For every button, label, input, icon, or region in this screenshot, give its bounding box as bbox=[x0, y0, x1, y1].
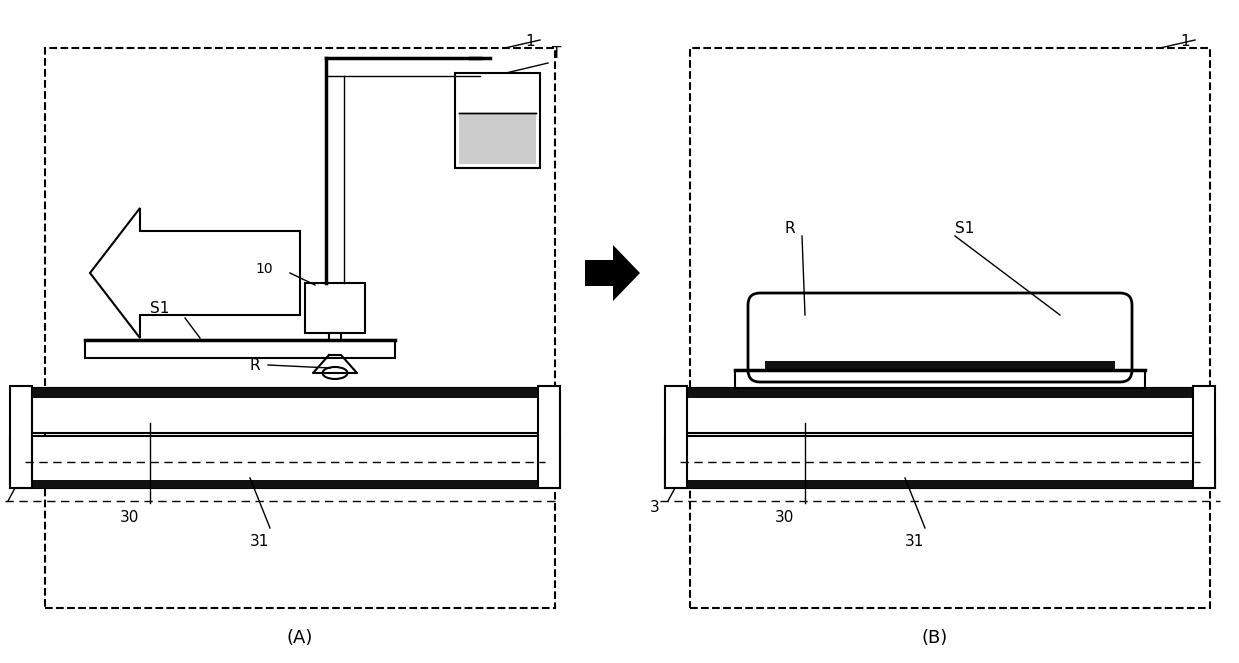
Text: S1: S1 bbox=[150, 300, 170, 316]
Bar bbox=[735, 370, 1145, 388]
Ellipse shape bbox=[322, 367, 347, 379]
Bar bbox=[85, 340, 395, 358]
Bar bbox=[458, 113, 536, 164]
Text: 1: 1 bbox=[1180, 34, 1189, 49]
Bar bbox=[685, 388, 1194, 433]
Bar bbox=[10, 480, 560, 488]
Bar bbox=[30, 388, 540, 398]
Text: 31: 31 bbox=[904, 534, 924, 548]
Polygon shape bbox=[585, 245, 641, 301]
Text: T: T bbox=[553, 46, 561, 61]
Bar bbox=[10, 436, 560, 488]
Bar bbox=[330, 333, 341, 355]
Bar bbox=[538, 386, 560, 488]
Bar bbox=[455, 73, 540, 168]
Bar bbox=[30, 388, 540, 433]
Text: R: R bbox=[784, 221, 795, 235]
Bar bbox=[665, 436, 1215, 488]
Text: 3: 3 bbox=[650, 501, 660, 516]
Text: 30: 30 bbox=[776, 511, 794, 526]
Bar bbox=[10, 386, 32, 488]
Bar bbox=[1193, 386, 1215, 488]
Text: 31: 31 bbox=[250, 534, 269, 548]
Text: 1: 1 bbox=[525, 34, 534, 49]
Text: 30: 30 bbox=[120, 511, 139, 526]
Text: 10: 10 bbox=[255, 262, 273, 276]
Bar bbox=[685, 388, 1194, 398]
Bar bbox=[665, 386, 686, 488]
Bar bbox=[764, 361, 1115, 370]
Text: (A): (A) bbox=[286, 629, 313, 647]
Polygon shape bbox=[90, 208, 300, 338]
Bar bbox=[665, 480, 1215, 488]
Text: (B): (B) bbox=[922, 629, 948, 647]
FancyBboxPatch shape bbox=[748, 293, 1132, 382]
Text: R: R bbox=[250, 357, 260, 373]
Text: S1: S1 bbox=[955, 221, 975, 235]
Bar bbox=[305, 283, 366, 333]
